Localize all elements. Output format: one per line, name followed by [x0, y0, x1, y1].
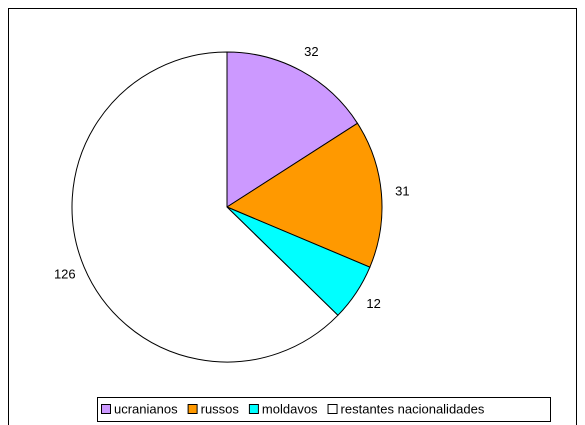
- legend-swatch: [248, 404, 259, 414]
- pie-slice: [225, 122, 383, 268]
- data-label: 32: [304, 44, 318, 59]
- data-label: 31: [395, 183, 409, 198]
- legend-label: restantes nacionalidades: [341, 401, 485, 416]
- legend-swatch: [327, 404, 338, 414]
- legend-items: ucranianos russos moldavos restantes nacion…: [101, 401, 485, 416]
- legend-label: ucranianos: [114, 401, 178, 416]
- legend-swatch: [187, 404, 198, 414]
- data-label: 126: [54, 267, 76, 282]
- data-label: 12: [366, 296, 380, 311]
- legend: [97, 397, 551, 422]
- legend-swatch: [101, 404, 111, 414]
- pie-slice: [71, 51, 339, 363]
- pie-slice: [226, 51, 359, 208]
- legend-label: russos: [201, 401, 240, 416]
- legend-label: moldavos: [262, 401, 318, 416]
- pie: 32 31 12 126: [54, 44, 410, 363]
